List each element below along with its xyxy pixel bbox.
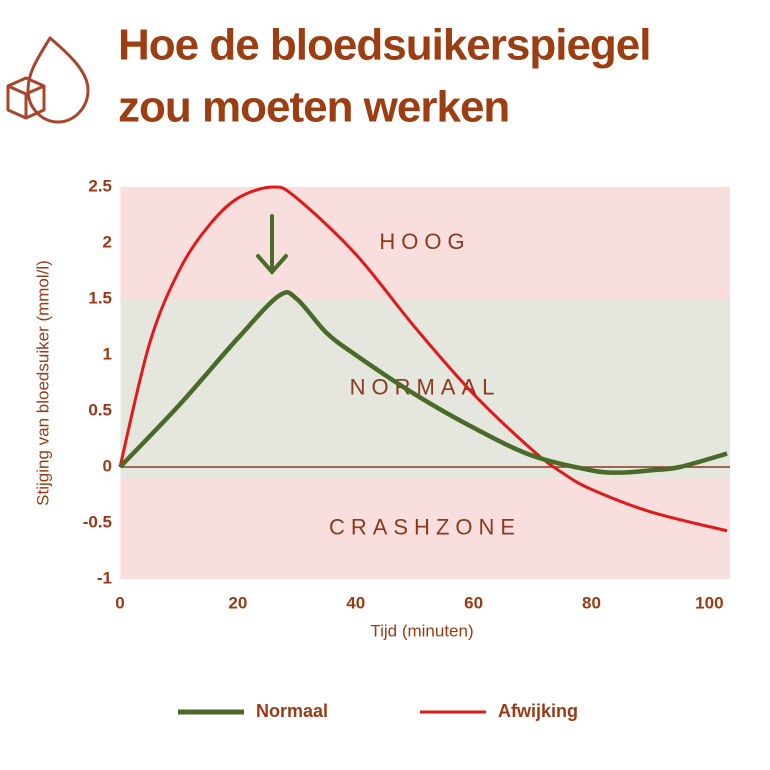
y-tick-label: -0.5	[83, 512, 112, 531]
legend-label: Afwijking	[498, 701, 578, 721]
x-tick-label: 40	[346, 593, 365, 612]
x-tick-label: 80	[582, 593, 601, 612]
zone-label: CRASHZONE	[329, 514, 521, 539]
chart-title: zou moeten werken	[118, 83, 509, 132]
line	[118, 185, 728, 533]
x-tick-label: 0	[115, 593, 124, 612]
zone-band	[120, 299, 730, 479]
x-tick-label: 100	[695, 593, 723, 612]
x-tick-label: 60	[464, 593, 483, 612]
x-axis-label: Tijd (minuten)	[370, 621, 473, 640]
zone-label: HOOG	[379, 229, 470, 254]
x-tick-label: 20	[228, 593, 247, 612]
y-tick-label: 0.5	[88, 400, 112, 419]
y-axis-label: Stijging van bloedsuiker (mmol/l)	[33, 260, 52, 506]
zone-label: NORMAAL	[350, 374, 501, 399]
y-tick-label: 1.5	[88, 288, 112, 307]
zone-band	[120, 187, 730, 299]
legend-label: Normaal	[256, 701, 328, 721]
arrow	[256, 214, 288, 276]
zone-band	[120, 478, 730, 579]
y-tick-label: 2.5	[88, 176, 112, 195]
y-tick-label: 1	[103, 344, 112, 363]
y-tick-label: 0	[103, 456, 112, 475]
y-tick-label: -1	[97, 568, 112, 587]
chart-title: Hoe de bloedsuikerspiegel	[118, 21, 651, 70]
icon	[6, 36, 90, 124]
y-tick-label: 2	[103, 232, 112, 251]
line	[118, 289, 728, 475]
